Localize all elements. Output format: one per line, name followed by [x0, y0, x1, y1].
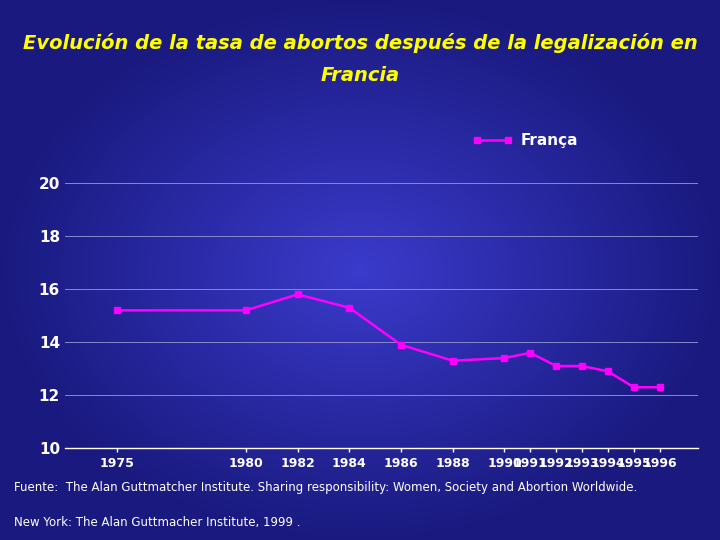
- Text: Francia: Francia: [320, 66, 400, 85]
- França: [603, 368, 612, 375]
- França: [655, 384, 664, 390]
- Text: New York: The Alan Guttmacher Institute, 1999 .: New York: The Alan Guttmacher Institute,…: [14, 516, 301, 529]
- França: [629, 384, 638, 390]
- Text: Evolución de la tasa de abortos después de la legalización en: Evolución de la tasa de abortos después …: [22, 33, 698, 53]
- França: [449, 357, 457, 364]
- França: [112, 307, 121, 314]
- França: [500, 355, 509, 361]
- França: [241, 307, 250, 314]
- França: [293, 291, 302, 298]
- França: [526, 349, 535, 356]
- Text: Fuente:  The Alan Guttmatcher Institute. Sharing responsibility: Women, Society : Fuente: The Alan Guttmatcher Institute. …: [14, 481, 638, 494]
- Line: França: França: [113, 291, 663, 391]
- França: [577, 363, 586, 369]
- França: [552, 363, 560, 369]
- França: [397, 342, 405, 348]
- Text: França: França: [521, 133, 578, 148]
- França: [345, 305, 354, 311]
